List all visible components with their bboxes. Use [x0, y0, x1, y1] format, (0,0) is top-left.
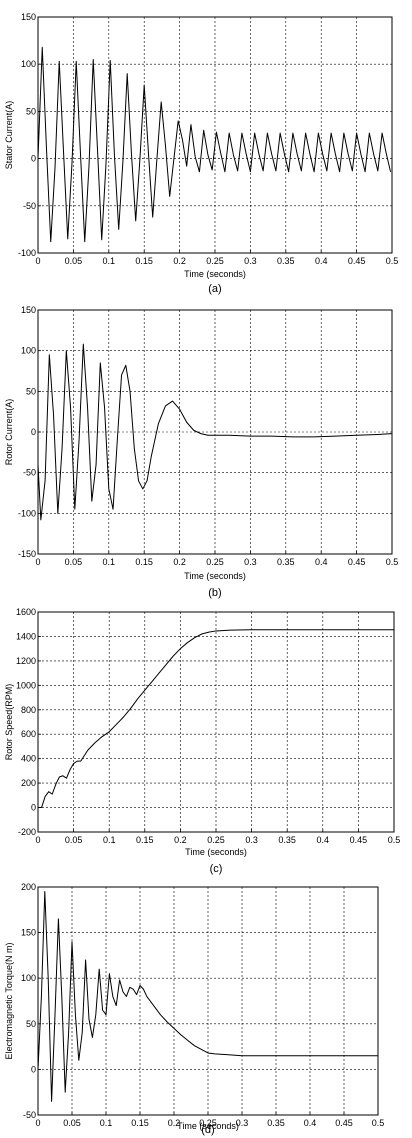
y-tick-label: 0	[31, 154, 36, 164]
x-tick-label: 0.45	[350, 835, 368, 845]
x-tick-label: 0.05	[65, 835, 83, 845]
y-tick-label: 100	[21, 59, 36, 69]
y-tick-label: 1600	[16, 607, 36, 617]
x-tick-label: 0	[35, 835, 40, 845]
panel-caption: (a)	[208, 283, 221, 295]
x-tick-label: 0.2	[173, 256, 186, 266]
series-line-1	[37, 46, 392, 243]
panel-caption: (d)	[201, 1124, 214, 1136]
y-tick-label: 0	[31, 1064, 36, 1074]
x-tick-label: 0.15	[136, 835, 154, 845]
x-tick-label: 0.1	[103, 557, 116, 567]
y-tick-label: 1400	[16, 631, 36, 641]
x-axis-label: Time (seconds)	[184, 269, 246, 279]
chart-panel-1: 0 0.05 0.1 0.15 0.2 0.25 0.3 0.35 0.4 0.45 0.5 -100…	[4, 12, 398, 295]
y-tick-label: -50	[23, 468, 36, 478]
y-tick-label: 50	[26, 106, 36, 116]
x-tick-label: 0.1	[103, 835, 116, 845]
x-tick-label: 0.3	[245, 835, 258, 845]
x-tick-label: 0.3	[236, 1118, 249, 1128]
x-tick-label: 0.05	[65, 557, 83, 567]
x-tick-label: 0.2	[173, 557, 186, 567]
x-tick-label: 0.5	[372, 1118, 385, 1128]
x-tick-label: 0.3	[244, 256, 257, 266]
x-tick-label: 0.25	[199, 1118, 217, 1128]
y-tick-label: 800	[21, 705, 36, 715]
panel-caption: (b)	[208, 587, 221, 599]
chart-panel-3: 0 0.05 0.1 0.15 0.2 0.25 0.3 0.35 0.4 0.45 0.5 -200…	[4, 607, 400, 875]
x-tick-label: 0.4	[315, 557, 328, 567]
y-axis-label: Rotor Speed(RPM)	[4, 684, 14, 761]
x-tick-label: 0.45	[348, 557, 366, 567]
x-tick-label: 0.15	[135, 256, 153, 266]
x-tick-label: 0.2	[174, 835, 187, 845]
x-tick-label: 0	[35, 1118, 40, 1128]
y-tick-label: 1000	[16, 680, 36, 690]
y-tick-label: 400	[21, 754, 36, 764]
x-tick-label: 0.5	[386, 557, 399, 567]
x-tick-label: 0.1	[100, 1118, 113, 1128]
x-tick-label: 0.1	[103, 256, 116, 266]
y-tick-label: 0	[31, 803, 36, 813]
y-tick-label: -150	[18, 549, 36, 559]
y-tick-label: -100	[18, 248, 36, 258]
chart-panel-2: 0 0.05 0.1 0.15 0.2 0.25 0.3 0.35 0.4 0.45 0.5 -150…	[4, 305, 398, 599]
y-tick-label: 200	[21, 882, 36, 892]
x-tick-label: 0	[35, 256, 40, 266]
y-tick-label: 100	[21, 973, 36, 983]
y-tick-label: 1200	[16, 656, 36, 666]
x-tick-label: 0.25	[206, 557, 224, 567]
x-tick-label: 0.4	[304, 1118, 317, 1128]
x-tick-label: 0.25	[206, 256, 224, 266]
x-tick-label: 0.25	[207, 835, 225, 845]
y-tick-label: 600	[21, 729, 36, 739]
y-tick-label: -100	[18, 508, 36, 518]
series-line-1	[37, 343, 393, 521]
x-tick-label: 0.2	[168, 1118, 181, 1128]
x-tick-label: 0.45	[348, 256, 366, 266]
series-line-1	[38, 629, 394, 809]
series-line-1	[37, 891, 378, 1102]
y-tick-label: -200	[18, 827, 36, 837]
x-tick-label: 0.35	[267, 1118, 285, 1128]
x-tick-label: 0.15	[135, 557, 153, 567]
x-tick-label: 0.05	[65, 256, 83, 266]
x-tick-label: 0.4	[317, 835, 330, 845]
x-tick-label: 0.35	[277, 557, 295, 567]
x-tick-label: 0.15	[131, 1118, 149, 1128]
x-tick-label: 0.4	[315, 256, 328, 266]
x-tick-label: 0.35	[278, 835, 296, 845]
x-tick-label: 0.5	[388, 835, 401, 845]
x-tick-label: 0.35	[277, 256, 295, 266]
x-tick-label: 0.3	[244, 557, 257, 567]
x-tick-label: 0.05	[63, 1118, 81, 1128]
y-tick-label: -50	[23, 1110, 36, 1120]
x-axis-label: Time (seconds)	[177, 1121, 239, 1131]
panel-caption: (c)	[210, 863, 223, 875]
y-tick-label: 200	[21, 778, 36, 788]
chart-panel-4: 0 0.05 0.1 0.15 0.2 0.25 0.3 0.35 0.4 0.45 0.5-500…	[4, 882, 384, 1136]
y-axis-label: Rotor Current(A)	[4, 399, 14, 466]
y-tick-label: 150	[21, 928, 36, 938]
y-tick-label: 0	[31, 427, 36, 437]
y-tick-label: -50	[23, 201, 36, 211]
y-tick-label: 50	[26, 386, 36, 396]
y-tick-label: 150	[21, 12, 36, 22]
y-tick-label: 100	[21, 346, 36, 356]
y-tick-label: 50	[26, 1019, 36, 1029]
x-tick-label: 0.45	[335, 1118, 353, 1128]
y-axis-label: Electromagnetic Torque(N m)	[4, 943, 14, 1060]
y-axis-label: Stator Current(A)	[4, 101, 14, 170]
x-axis-label: Time (seconds)	[185, 847, 247, 857]
x-axis-label: Time (seconds)	[184, 571, 246, 581]
y-tick-label: 150	[21, 305, 36, 315]
x-tick-label: 0	[35, 557, 40, 567]
x-tick-label: 0.5	[386, 256, 399, 266]
